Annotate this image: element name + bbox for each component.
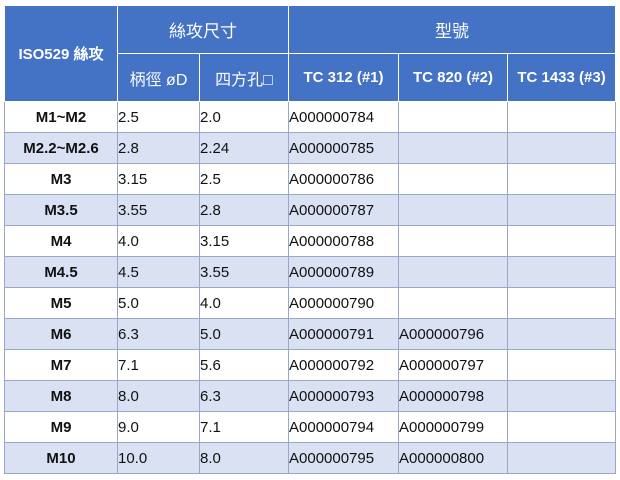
square-hole-cell: 6.3 xyxy=(199,380,289,412)
table-row: M3 3.15 2.5 A000000786 xyxy=(4,163,617,195)
header-row-top: ISO529 絲攻 絲攻尺寸 型號 xyxy=(4,5,617,102)
square-hole-cell: 2.5 xyxy=(199,163,289,195)
shank-diameter-cell: 4.0 xyxy=(117,225,200,257)
tc820-code-cell: A000000798 xyxy=(398,380,508,412)
square-hole-cell: 2.24 xyxy=(199,132,289,164)
table-row: M5 5.0 4.0 A000000790 xyxy=(4,287,617,319)
tc820-code-cell: A000000797 xyxy=(398,349,508,381)
tc820-code-cell: A000000800 xyxy=(398,442,508,474)
square-hole-cell: 3.15 xyxy=(199,225,289,257)
tap-size-header: 絲攻尺寸 xyxy=(117,5,289,54)
thread-size-cell: M2.2~M2.6 xyxy=(4,132,118,164)
thread-size-cell: M3.5 xyxy=(4,194,118,226)
thread-size-cell: M5 xyxy=(4,287,118,319)
tc1433-code-cell xyxy=(506,101,617,133)
tc820-code-cell xyxy=(398,287,508,319)
shank-diameter-cell: 4.5 xyxy=(117,256,200,288)
square-hole-cell: 8.0 xyxy=(199,442,289,474)
tc1433-code-cell xyxy=(506,132,617,164)
square-hole-cell: 2.0 xyxy=(199,101,289,133)
thread-size-cell: M6 xyxy=(4,318,118,350)
thread-size-cell: M8 xyxy=(4,380,118,412)
table-row: M3.5 3.55 2.8 A000000787 xyxy=(4,194,617,226)
thread-size-cell: M3 xyxy=(4,163,118,195)
shank-diameter-cell: 9.0 xyxy=(117,411,200,443)
tc1433-code-cell xyxy=(506,287,617,319)
tc820-code-cell xyxy=(398,225,508,257)
tap-spec-table: ISO529 絲攻 絲攻尺寸 型號 柄徑 øD 四方孔□ TC 312 (#1)… xyxy=(4,5,617,474)
table-row: M8 8.0 6.3 A000000793 A000000798 xyxy=(4,380,617,412)
table-row: M4.5 4.5 3.55 A000000789 xyxy=(4,256,617,288)
tc820-code-cell xyxy=(398,163,508,195)
shank-diameter-cell: 8.0 xyxy=(117,380,200,412)
tc820-code-cell xyxy=(398,256,508,288)
model-col-tc312-header: TC 312 (#1) xyxy=(288,53,399,102)
model-header: 型號 xyxy=(287,5,617,54)
thread-size-cell: M10 xyxy=(4,442,118,474)
model-col-tc1433-header: TC 1433 (#3) xyxy=(506,53,617,102)
tc312-code-cell: A000000785 xyxy=(288,132,399,164)
shank-diameter-cell: 3.55 xyxy=(117,194,200,226)
tc1433-code-cell xyxy=(506,442,617,474)
table-row: M1~M2 2.5 2.0 A000000784 xyxy=(4,101,617,133)
square-hole-cell: 5.6 xyxy=(199,349,289,381)
iso-tap-header: ISO529 絲攻 xyxy=(4,5,118,102)
thread-size-cell: M9 xyxy=(4,411,118,443)
shank-diameter-cell: 3.15 xyxy=(117,163,200,195)
tc312-code-cell: A000000788 xyxy=(288,225,399,257)
tc1433-code-cell xyxy=(506,225,617,257)
tc312-code-cell: A000000791 xyxy=(288,318,399,350)
tc820-code-cell: A000000799 xyxy=(398,411,508,443)
square-hole-cell: 4.0 xyxy=(199,287,289,319)
tc1433-code-cell xyxy=(506,256,617,288)
table-body: M1~M2 2.5 2.0 A000000784 M2.2~M2.6 2.8 2.24 A00… xyxy=(4,101,617,474)
tc1433-code-cell xyxy=(506,349,617,381)
table-row: M2.2~M2.6 2.8 2.24 A000000785 xyxy=(4,132,617,164)
table-row: M7 7.1 5.6 A000000792 A000000797 xyxy=(4,349,617,381)
thread-size-cell: M4 xyxy=(4,225,118,257)
header-row-sub: 柄徑 øD 四方孔□ TC 312 (#1) TC 820 (#2) TC 14… xyxy=(5,53,617,102)
tc312-code-cell: A000000787 xyxy=(288,194,399,226)
tc312-code-cell: A000000786 xyxy=(288,163,399,195)
square-hole-cell: 2.8 xyxy=(199,194,289,226)
table-row: M6 6.3 5.0 A000000791 A000000796 xyxy=(4,318,617,350)
shank-diameter-cell: 2.8 xyxy=(117,132,200,164)
tc312-code-cell: A000000793 xyxy=(288,380,399,412)
square-hole-cell: 7.1 xyxy=(199,411,289,443)
model-col-tc820-header: TC 820 (#2) xyxy=(398,53,508,102)
tc312-code-cell: A000000790 xyxy=(288,287,399,319)
tc820-code-cell xyxy=(398,132,508,164)
tc312-code-cell: A000000784 xyxy=(288,101,399,133)
table-row: M10 10.0 8.0 A000000795 A000000800 xyxy=(4,442,617,474)
tc1433-code-cell xyxy=(506,318,617,350)
thread-size-cell: M7 xyxy=(4,349,118,381)
shank-diameter-cell: 5.0 xyxy=(117,287,200,319)
shank-diameter-header: 柄徑 øD xyxy=(117,53,200,102)
tc820-code-cell xyxy=(398,194,508,226)
tc1433-code-cell xyxy=(506,194,617,226)
square-hole-cell: 5.0 xyxy=(199,318,289,350)
tc312-code-cell: A000000789 xyxy=(288,256,399,288)
tc1433-code-cell xyxy=(506,163,617,195)
shank-diameter-cell: 10.0 xyxy=(117,442,200,474)
tc312-code-cell: A000000792 xyxy=(288,349,399,381)
table-row: M9 9.0 7.1 A000000794 A000000799 xyxy=(4,411,617,443)
shank-diameter-cell: 7.1 xyxy=(117,349,200,381)
table-row: M4 4.0 3.15 A000000788 xyxy=(4,225,617,257)
shank-diameter-cell: 6.3 xyxy=(117,318,200,350)
thread-size-cell: M1~M2 xyxy=(4,101,118,133)
tc1433-code-cell xyxy=(506,411,617,443)
shank-diameter-cell: 2.5 xyxy=(117,101,200,133)
square-hole-cell: 3.55 xyxy=(199,256,289,288)
tc1433-code-cell xyxy=(506,380,617,412)
tc312-code-cell: A000000794 xyxy=(288,411,399,443)
tc820-code-cell xyxy=(398,101,508,133)
tc312-code-cell: A000000795 xyxy=(288,442,399,474)
square-hole-header: 四方孔□ xyxy=(199,53,289,102)
tc820-code-cell: A000000796 xyxy=(398,318,508,350)
thread-size-cell: M4.5 xyxy=(4,256,118,288)
